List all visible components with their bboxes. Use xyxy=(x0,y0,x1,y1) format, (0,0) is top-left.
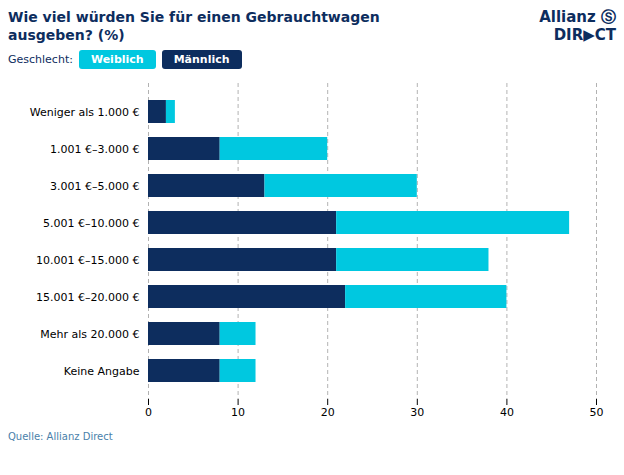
svg-text:15.001 €–20.000 €: 15.001 €–20.000 € xyxy=(36,291,139,304)
html-text:Geschlecht:: Geschlecht: xyxy=(8,53,73,66)
svg-text:10: 10 xyxy=(231,406,245,419)
html-text:Quelle: Allianz Direct: Quelle: Allianz Direct xyxy=(8,431,113,442)
svg-text:30: 30 xyxy=(410,406,424,419)
svg-text:0: 0 xyxy=(145,406,152,419)
svg-text:Keine Angabe: Keine Angabe xyxy=(64,365,140,378)
svg-text:10.001 €–15.000 €: 10.001 €–15.000 € xyxy=(36,254,139,267)
svg-text:40: 40 xyxy=(500,406,514,419)
svg-text:50: 50 xyxy=(590,406,604,419)
html-text:DIR▶CT: DIR▶CT xyxy=(553,26,616,44)
html-text:Weiblich: Weiblich xyxy=(90,53,144,66)
html-text:Wie viel würden Sie für einen: Wie viel würden Sie für einen Gebrauchtw… xyxy=(8,9,380,43)
html-text:Männlich: Männlich xyxy=(173,53,230,66)
svg-text:3.001 €–5.000 €: 3.001 €–5.000 € xyxy=(50,180,139,193)
html-text:Allianz Ⓢ: Allianz Ⓢ xyxy=(539,8,616,26)
svg-text:Weniger als 1.000 €: Weniger als 1.000 € xyxy=(30,106,140,119)
svg-text:1.001 €–3.000 €: 1.001 €–3.000 € xyxy=(50,143,139,156)
svg-text:Mehr als 20.000 €: Mehr als 20.000 € xyxy=(40,328,139,341)
svg-text:20: 20 xyxy=(321,406,335,419)
svg-text:5.001 €–10.000 €: 5.001 €–10.000 € xyxy=(43,217,139,230)
